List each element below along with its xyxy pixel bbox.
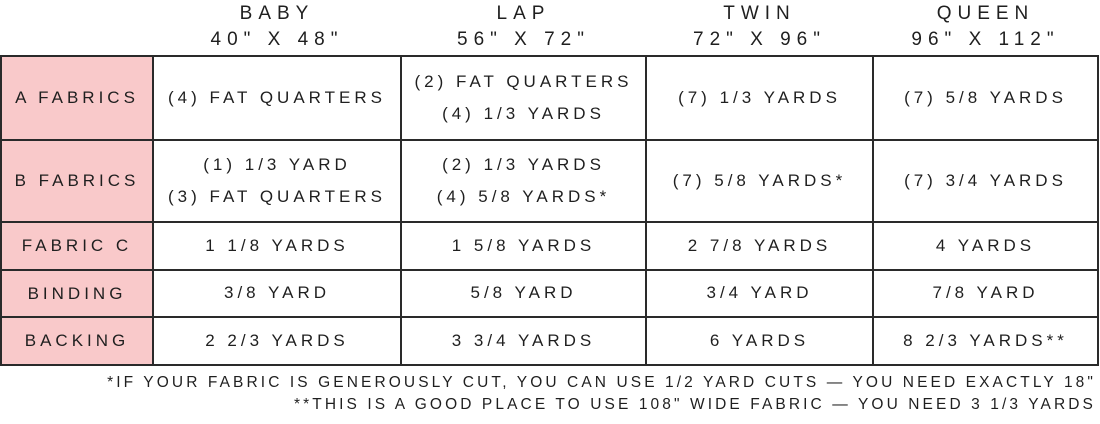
yardage-cell: (4) FAT QUARTERS — [152, 55, 402, 141]
yardage-cell: 4 YARDS — [872, 221, 1099, 271]
yardage-line: 3/8 YARD — [223, 283, 331, 303]
column-title: LAP — [496, 3, 551, 25]
yardage-line: 1 5/8 YARDS — [451, 235, 596, 255]
footnotes: *IF YOUR FABRIC IS GENEROUSLY CUT, YOU C… — [0, 372, 1100, 416]
table-row-binding: BINDING 3/8 YARD 5/8 YARD 3/4 YARD 7/8 Y… — [0, 269, 1099, 318]
yardage-cell: 2 2/3 YARDS — [152, 316, 402, 366]
size-header-row: BABY 40" X 48" LAP 56" X 72" TWIN 72" X … — [1, 0, 1098, 56]
column-dimensions: 72" X 96" — [693, 29, 826, 50]
yardage-line: (7) 5/8 YARDS — [904, 87, 1067, 107]
yardage-line: 3 3/4 YARDS — [451, 330, 596, 350]
row-label: B FABRICS — [0, 139, 154, 223]
row-label: BINDING — [0, 269, 154, 318]
yardage-line: (4) 1/3 YARDS — [442, 104, 605, 123]
yardage-line: (7) 1/3 YARDS — [678, 87, 841, 107]
column-title: TWIN — [723, 3, 796, 25]
yardage-line: (1) 1/3 YARD — [203, 154, 351, 174]
yardage-line: 7/8 YARD — [932, 283, 1039, 303]
row-label: BACKING — [0, 316, 154, 366]
yardage-cell: (7) 5/8 YARDS* — [645, 139, 874, 223]
row-label: A FABRICS — [0, 55, 154, 141]
yardage-cell: 3/8 YARD — [152, 269, 402, 318]
column-dimensions: 56" X 72" — [457, 29, 590, 50]
table-row-a-fabrics: A FABRICS (4) FAT QUARTERS (2) FAT QUART… — [0, 55, 1099, 141]
column-title: QUEEN — [936, 3, 1035, 25]
yardage-line: 1 1/8 YARDS — [205, 235, 349, 255]
yardage-cell: 6 YARDS — [645, 316, 874, 366]
yardage-line: (4) 5/8 YARDS* — [436, 187, 611, 206]
yardage-cell: (2) FAT QUARTERS (4) 1/3 YARDS — [400, 55, 647, 141]
yardage-line: (3) FAT QUARTERS — [168, 187, 386, 206]
yardage-cell: 3/4 YARD — [645, 269, 874, 318]
yardage-line: (4) FAT QUARTERS — [168, 87, 386, 107]
yardage-cell: (7) 5/8 YARDS — [872, 55, 1099, 141]
yardage-line: 2 7/8 YARDS — [687, 235, 832, 255]
column-header-queen: QUEEN 96" X 112" — [873, 0, 1098, 56]
yardage-line: 6 YARDS — [709, 330, 810, 350]
yardage-cell: 1 1/8 YARDS — [152, 221, 402, 271]
column-dimensions: 40" X 48" — [210, 29, 344, 50]
yardage-line: 3/4 YARD — [706, 283, 813, 303]
corner-spacer — [1, 0, 153, 56]
yardage-cell: 5/8 YARD — [400, 269, 647, 318]
yardage-cell: (1) 1/3 YARD (3) FAT QUARTERS — [152, 139, 402, 223]
row-label: FABRIC C — [0, 221, 154, 271]
footnote-single-asterisk: *IF YOUR FABRIC IS GENEROUSLY CUT, YOU C… — [107, 374, 1096, 391]
yardage-line: 2 2/3 YARDS — [205, 330, 349, 350]
yardage-line: 5/8 YARD — [470, 283, 577, 303]
yardage-cell: 2 7/8 YARDS — [645, 221, 874, 271]
yardage-cell: 7/8 YARD — [872, 269, 1099, 318]
table-row-b-fabrics: B FABRICS (1) 1/3 YARD (3) FAT QUARTERS … — [0, 139, 1099, 223]
yardage-cell: (2) 1/3 YARDS (4) 5/8 YARDS* — [400, 139, 647, 223]
footnote-double-asterisk: **THIS IS A GOOD PLACE TO USE 108" WIDE … — [294, 396, 1096, 413]
yardage-cell: 8 2/3 YARDS** — [872, 316, 1099, 366]
column-title: BABY — [239, 3, 315, 25]
yardage-cell: 1 5/8 YARDS — [400, 221, 647, 271]
yardage-cell: (7) 1/3 YARDS — [645, 55, 874, 141]
fabric-requirements-table: BABY 40" X 48" LAP 56" X 72" TWIN 72" X … — [0, 0, 1099, 366]
column-dimensions: 96" X 112" — [911, 29, 1060, 50]
yardage-line: (2) 1/3 YARDS — [442, 154, 605, 174]
column-header-baby: BABY 40" X 48" — [153, 0, 401, 56]
yardage-cell: (7) 3/4 YARDS — [872, 139, 1099, 223]
column-header-lap: LAP 56" X 72" — [401, 0, 646, 56]
yardage-cell: 3 3/4 YARDS — [400, 316, 647, 366]
yardage-line: (7) 5/8 YARDS* — [672, 170, 847, 190]
table-row-backing: BACKING 2 2/3 YARDS 3 3/4 YARDS 6 YARDS … — [0, 316, 1099, 366]
yardage-line: 8 2/3 YARDS** — [903, 330, 1068, 350]
table-row-fabric-c: FABRIC C 1 1/8 YARDS 1 5/8 YARDS 2 7/8 Y… — [0, 221, 1099, 271]
yardage-line: (2) FAT QUARTERS — [414, 71, 633, 91]
yardage-line: (7) 3/4 YARDS — [904, 170, 1067, 190]
column-header-twin: TWIN 72" X 96" — [646, 0, 873, 56]
yardage-line: 4 YARDS — [935, 235, 1036, 255]
